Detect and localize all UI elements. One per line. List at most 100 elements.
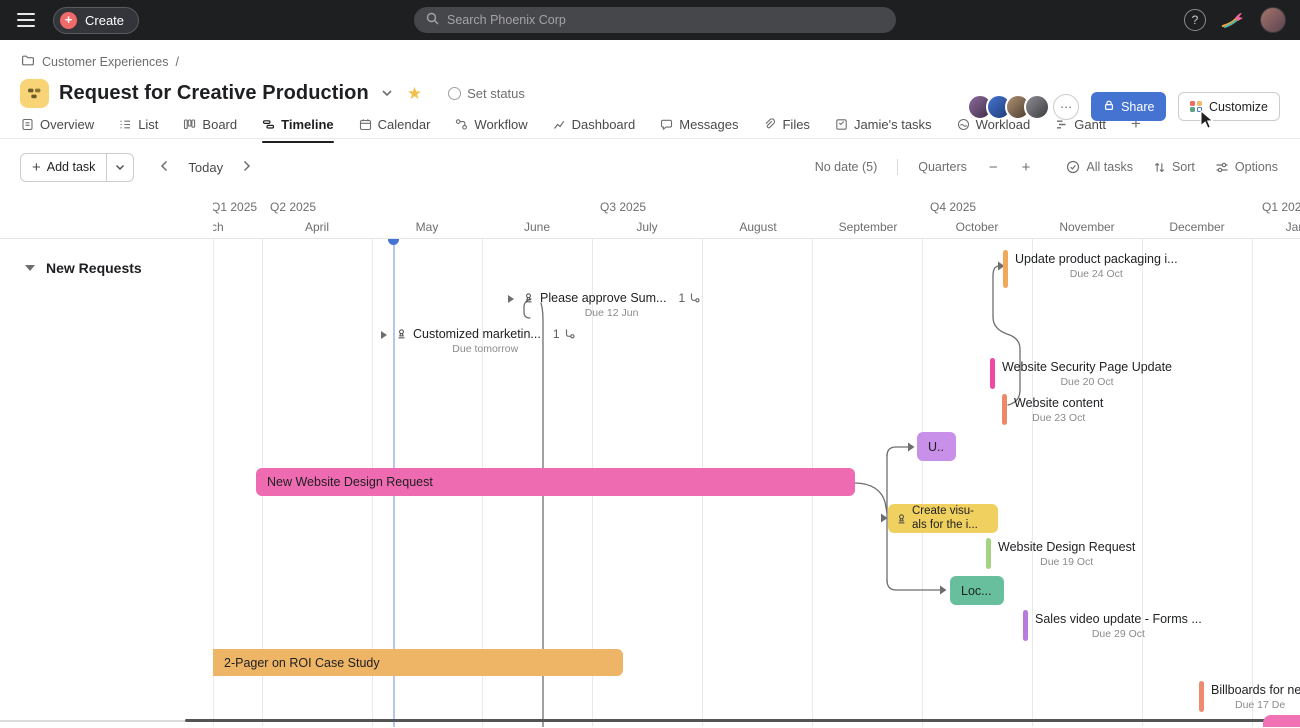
task-customized-marketing[interactable]: Customized marketin... 1 Due tomorrow bbox=[381, 327, 575, 355]
toolbar-divider bbox=[897, 159, 899, 175]
status-circle-icon bbox=[448, 87, 462, 100]
timeline-canvas[interactable]: New Requests Update bbox=[0, 239, 1300, 727]
options-button[interactable]: Options bbox=[1215, 160, 1278, 174]
task-bar-label: 2-Pager on ROI Case Study bbox=[224, 655, 380, 670]
favorite-star-icon[interactable]: ★ bbox=[406, 83, 423, 103]
create-button[interactable]: + Create bbox=[53, 6, 140, 34]
set-status-button[interactable]: Set status bbox=[448, 86, 525, 101]
horizontal-scrollbar-thumb[interactable] bbox=[185, 719, 1300, 722]
approval-stamp-icon bbox=[898, 513, 905, 523]
tab-label: Overview bbox=[40, 116, 95, 132]
task-due-date: Due 19 Oct bbox=[1040, 556, 1094, 568]
milestone-bar[interactable] bbox=[990, 358, 995, 389]
tab-label: Gantt bbox=[1074, 116, 1107, 132]
zoom-out-button[interactable]: − bbox=[988, 158, 998, 176]
task-name[interactable]: Website content bbox=[1014, 396, 1104, 410]
today-button[interactable]: Today bbox=[188, 159, 224, 175]
create-button-label: Create bbox=[85, 12, 125, 28]
milestone-bar[interactable] bbox=[986, 538, 991, 569]
task-website-content[interactable]: Website content Due 23 Oct bbox=[1002, 394, 1103, 425]
tab-gantt[interactable]: Gantt bbox=[1055, 117, 1106, 143]
milestone-bar[interactable] bbox=[1003, 250, 1008, 288]
quarter-label: Q4 2025 bbox=[930, 200, 977, 214]
tab-calendar[interactable]: Calendar bbox=[359, 116, 431, 143]
subtask-count[interactable]: 1 bbox=[678, 291, 700, 305]
tab-dashboard[interactable]: Dashboard bbox=[553, 117, 635, 143]
milestone-bar[interactable] bbox=[1002, 394, 1007, 425]
toolbar-right: No date (5) Quarters − + All tasks Sort … bbox=[815, 159, 1278, 176]
task-name[interactable]: Sales video update - Forms ... bbox=[1035, 612, 1202, 626]
prev-arrow-icon[interactable] bbox=[160, 159, 168, 176]
add-task-dropdown[interactable] bbox=[106, 153, 133, 181]
milestone-bar[interactable] bbox=[1023, 610, 1028, 641]
subtask-count[interactable]: 1 bbox=[553, 327, 575, 341]
share-button[interactable]: Share bbox=[1091, 92, 1167, 121]
task-name[interactable]: Billboards for new bbox=[1211, 683, 1300, 697]
help-button[interactable]: ? bbox=[1184, 9, 1206, 31]
expand-subtasks-icon[interactable] bbox=[508, 295, 514, 303]
zoom-in-button[interactable]: + bbox=[1021, 158, 1031, 176]
sidebar-toggle-icon[interactable] bbox=[17, 13, 35, 27]
task-due-date: Due 23 Oct bbox=[1032, 412, 1086, 424]
task-name[interactable]: Please approve Sum... bbox=[540, 291, 667, 305]
today-marker-dot[interactable] bbox=[388, 239, 399, 245]
milestone-bar[interactable] bbox=[1199, 681, 1204, 712]
zoom-level-button[interactable]: Quarters bbox=[918, 160, 967, 174]
more-members-button[interactable]: ⋯ bbox=[1053, 93, 1080, 120]
task-name[interactable]: Website Design Request bbox=[998, 540, 1136, 554]
tab-board[interactable]: Board bbox=[183, 117, 237, 143]
task-bar-u[interactable]: U.. bbox=[917, 432, 956, 461]
task-bar-create-visuals[interactable]: Create visu-als for the i... bbox=[888, 504, 998, 533]
celebration-icon[interactable] bbox=[1220, 6, 1246, 35]
customize-button[interactable]: Customize bbox=[1178, 92, 1280, 121]
expand-subtasks-icon[interactable] bbox=[381, 331, 387, 339]
section-collapse-icon[interactable] bbox=[25, 265, 35, 271]
month-label: December bbox=[1169, 220, 1225, 234]
add-tab-button[interactable]: + bbox=[1131, 114, 1141, 145]
task-billboards-for-new[interactable]: Billboards for new Due 17 De bbox=[1199, 681, 1300, 712]
task-name[interactable]: Update product packaging i... bbox=[1015, 252, 1178, 266]
task-update-product-packaging[interactable]: Update product packaging i... Due 24 Oct bbox=[1003, 250, 1178, 288]
tab-label: Workflow bbox=[474, 116, 528, 132]
member-avatar[interactable] bbox=[1024, 93, 1051, 120]
filter-all-tasks-button[interactable]: All tasks bbox=[1066, 160, 1133, 174]
tab-workload[interactable]: Workload bbox=[957, 116, 1031, 143]
task-bar-loc[interactable]: Loc... bbox=[950, 576, 1004, 605]
month-label: September bbox=[838, 220, 898, 234]
tab-label: Jamie's tasks bbox=[853, 116, 932, 132]
task-please-approve[interactable]: Please approve Sum... 1 Due 12 Jun bbox=[508, 291, 700, 319]
approval-stamp-icon bbox=[525, 293, 532, 303]
tab-jamies-tasks[interactable]: Jamie's tasks bbox=[835, 117, 932, 143]
tab-messages[interactable]: Messages bbox=[660, 117, 738, 143]
tab-list[interactable]: List bbox=[119, 117, 158, 143]
task-bar-new-website-design-request[interactable]: New Website Design Request bbox=[256, 468, 855, 496]
tab-label: Calendar bbox=[377, 116, 431, 132]
add-task-button[interactable]: + Add task bbox=[21, 154, 106, 181]
task-bar-2-pager-roi-case-study[interactable]: 2-Pager on ROI Case Study bbox=[213, 649, 623, 676]
section-new-requests[interactable]: New Requests bbox=[25, 260, 142, 276]
chevron-down-icon[interactable] bbox=[381, 88, 393, 100]
task-name[interactable]: Customized marketin... bbox=[413, 327, 541, 341]
no-date-button[interactable]: No date (5) bbox=[814, 160, 878, 174]
tab-overview[interactable]: Overview bbox=[21, 117, 94, 143]
project-members[interactable]: ⋯ bbox=[967, 93, 1080, 120]
tab-files[interactable]: Files bbox=[763, 117, 810, 143]
tab-workflow[interactable]: Workflow bbox=[455, 116, 528, 143]
next-arrow-icon[interactable] bbox=[243, 159, 251, 176]
topbar-right: ? bbox=[1184, 0, 1286, 40]
task-name[interactable]: Website Security Page Update bbox=[1002, 360, 1173, 374]
breadcrumb-project[interactable]: Customer Experiences bbox=[42, 55, 169, 69]
task-sales-video-update[interactable]: Sales video update - Forms ... Due 29 Oc… bbox=[1023, 610, 1202, 641]
tab-timeline[interactable]: Timeline bbox=[262, 117, 334, 143]
tab-label: Workload bbox=[975, 116, 1031, 132]
user-avatar[interactable] bbox=[1260, 7, 1286, 33]
task-bar-partial-bottom[interactable] bbox=[1263, 715, 1300, 727]
task-website-design-request[interactable]: Website Design Request Due 19 Oct bbox=[986, 538, 1135, 569]
approval-stamp-icon bbox=[398, 329, 405, 339]
task-website-security-page-update[interactable]: Website Security Page Update Due 20 Oct bbox=[990, 358, 1172, 389]
sort-button[interactable]: Sort bbox=[1153, 160, 1195, 174]
header-actions: ⋯ Share Customize bbox=[967, 92, 1280, 121]
breadcrumb[interactable]: Customer Experiences / bbox=[0, 40, 1300, 70]
search-input[interactable]: Search Phoenix Corp bbox=[414, 7, 896, 33]
